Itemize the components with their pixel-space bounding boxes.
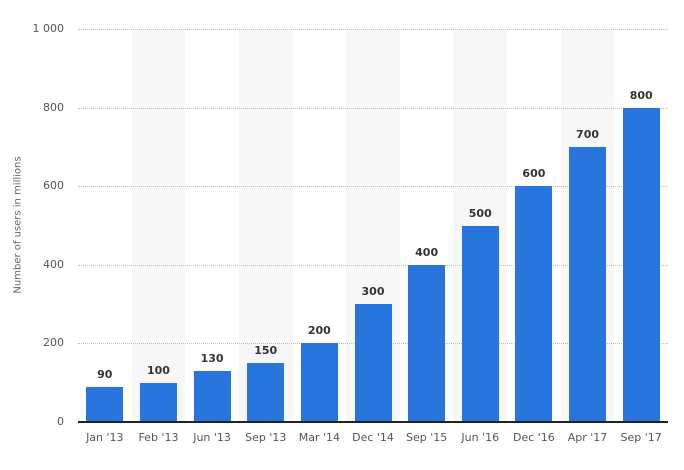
data-label: 150 — [254, 344, 278, 358]
background-band — [131, 29, 186, 422]
x-tick-label: Sep '17 — [620, 431, 662, 444]
data-label: 400 — [415, 245, 439, 259]
bar — [515, 186, 553, 422]
data-label: 100 — [146, 363, 170, 377]
x-tick-label: Apr '17 — [567, 431, 608, 444]
bar — [139, 382, 177, 422]
y-axis-label: Number of users in millions — [12, 156, 24, 294]
bar — [354, 304, 392, 422]
x-tick-label: Dec '16 — [513, 431, 555, 444]
x-axis-line — [78, 421, 668, 423]
data-label: 500 — [468, 206, 492, 220]
x-tick-label: Jun '16 — [461, 431, 500, 444]
data-label: 300 — [361, 285, 385, 299]
data-label: 700 — [576, 127, 600, 141]
gridline — [78, 107, 668, 109]
data-label: 800 — [629, 88, 653, 102]
y-tick-label: 400 — [43, 257, 64, 271]
x-tick-label: Jan '13 — [86, 431, 124, 444]
y-tick-label: 0 — [57, 415, 64, 428]
bar — [461, 225, 499, 422]
bar — [193, 370, 231, 422]
y-tick-label: 600 — [43, 179, 64, 193]
y-tick-label: 800 — [43, 100, 64, 114]
y-tick-label: 200 — [43, 336, 64, 350]
x-tick-label: Sep '15 — [406, 431, 448, 444]
x-tick-label: Dec '14 — [352, 431, 394, 444]
data-label: 200 — [307, 324, 331, 338]
data-label: 130 — [200, 351, 224, 365]
x-tick-label: Jun '13 — [193, 431, 231, 444]
bar — [247, 363, 285, 422]
x-tick-label: Sep '13 — [245, 431, 287, 444]
data-label: 90 — [97, 367, 113, 381]
gridline — [78, 264, 668, 266]
data-label: 600 — [522, 167, 546, 181]
background-band — [238, 29, 293, 422]
gridline — [78, 29, 668, 30]
x-tick-label: Mar '14 — [298, 431, 340, 444]
x-tick-label: Feb '13 — [138, 431, 179, 444]
bar — [622, 107, 660, 422]
bar — [300, 343, 338, 422]
gridline — [78, 186, 668, 188]
bar — [569, 146, 607, 422]
bar — [86, 386, 124, 422]
y-tick-label: 1 000 — [32, 22, 65, 35]
bar — [408, 264, 446, 422]
